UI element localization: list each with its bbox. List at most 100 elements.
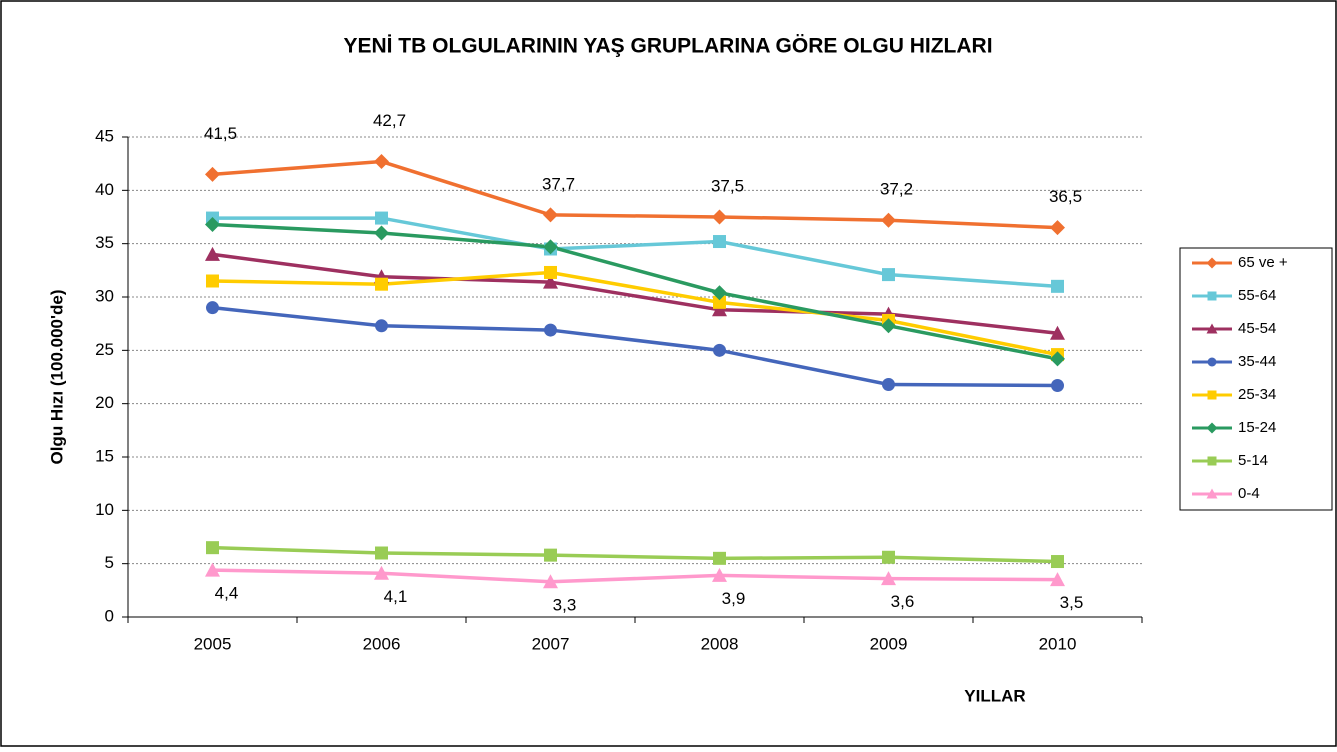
marker	[1206, 323, 1218, 334]
y-tick-label: 25	[95, 340, 114, 359]
data-label: 37,7	[542, 174, 575, 193]
y-axis-label: Olgu Hızı (100.000'de)	[47, 289, 66, 464]
data-label: 3,6	[891, 592, 915, 611]
marker	[713, 551, 726, 565]
marker	[205, 562, 220, 577]
marker	[543, 239, 558, 255]
marker	[1207, 390, 1217, 400]
y-tick-label: 5	[105, 553, 114, 572]
data-label: 4,1	[384, 587, 408, 606]
data-label: 36,5	[1049, 187, 1082, 206]
x-axis-label: YILLAR	[964, 686, 1025, 705]
marker	[374, 565, 389, 580]
marker	[881, 212, 896, 228]
series-line	[212, 216, 1058, 289]
marker	[882, 550, 895, 564]
legend-label: 15-24	[1238, 419, 1276, 436]
marker	[1207, 291, 1217, 301]
data-label: 41,5	[204, 124, 237, 143]
y-tick-label: 10	[95, 500, 114, 519]
data-label: 37,2	[880, 180, 913, 199]
data-label: 4,4	[215, 584, 239, 603]
marker	[1050, 351, 1065, 367]
legend-label: 25-34	[1238, 386, 1276, 403]
legend-label: 55-64	[1238, 287, 1276, 304]
series-line	[212, 222, 1058, 361]
marker	[1051, 555, 1064, 569]
marker	[712, 302, 727, 317]
legend-label: 0-4	[1238, 485, 1260, 502]
marker	[206, 301, 219, 315]
data-label: 3,3	[553, 595, 577, 614]
marker	[1206, 257, 1218, 269]
marker	[881, 318, 896, 334]
marker	[375, 277, 388, 291]
marker	[374, 154, 389, 170]
marker	[543, 207, 558, 223]
data-label: 42,7	[373, 111, 406, 130]
legend-label: 65 ve +	[1238, 254, 1288, 271]
y-tick-label: 30	[95, 286, 114, 305]
marker	[374, 225, 389, 241]
marker	[544, 548, 557, 562]
marker	[712, 285, 727, 301]
legend-box	[1179, 247, 1333, 511]
y-tick-label: 0	[105, 606, 114, 625]
x-tick-label: 2006	[363, 634, 401, 653]
marker	[1207, 357, 1217, 367]
marker	[544, 265, 557, 279]
marker	[206, 274, 219, 288]
marker	[375, 211, 388, 225]
y-tick-label: 35	[95, 233, 114, 252]
marker	[543, 274, 558, 289]
data-label: 3,9	[722, 589, 746, 608]
marker	[544, 323, 557, 337]
marker	[1050, 325, 1065, 340]
y-tick-label: 45	[95, 126, 114, 145]
series-line	[212, 252, 1058, 336]
legend-label: 45-54	[1238, 320, 1276, 337]
marker	[881, 571, 896, 586]
marker	[882, 377, 895, 391]
marker	[713, 295, 726, 309]
x-tick-label: 2005	[194, 634, 232, 653]
marker	[205, 246, 220, 261]
marker	[543, 574, 558, 589]
marker	[882, 268, 895, 282]
marker	[1206, 488, 1218, 499]
marker	[1206, 422, 1218, 434]
marker	[205, 166, 220, 182]
marker	[1207, 456, 1217, 466]
marker	[712, 209, 727, 225]
x-tick-label: 2007	[532, 634, 570, 653]
marker	[712, 567, 727, 582]
series-line	[212, 159, 1058, 230]
marker	[1051, 379, 1064, 393]
series-line	[212, 270, 1058, 357]
x-tick-label: 2008	[701, 634, 739, 653]
x-tick-label: 2010	[1039, 634, 1077, 653]
x-tick-label: 2009	[870, 634, 908, 653]
marker	[1051, 279, 1064, 293]
legend-label: 35-44	[1238, 353, 1276, 370]
chart-title: YENİ TB OLGULARININ YAŞ GRUPLARINA GÖRE …	[343, 35, 992, 58]
data-label: 3,5	[1060, 593, 1084, 612]
series-line	[212, 568, 1058, 584]
marker	[713, 235, 726, 249]
series-line	[212, 545, 1058, 564]
marker	[713, 343, 726, 357]
marker	[206, 541, 219, 555]
y-tick-label: 20	[95, 393, 114, 412]
data-label: 37,5	[711, 176, 744, 195]
series-line	[212, 305, 1058, 388]
marker	[375, 319, 388, 333]
marker	[1050, 220, 1065, 236]
y-tick-label: 40	[95, 180, 114, 199]
legend-label: 5-14	[1238, 452, 1268, 469]
y-tick-label: 15	[95, 446, 114, 465]
marker	[375, 546, 388, 560]
marker	[1050, 572, 1065, 587]
marker	[205, 216, 220, 232]
